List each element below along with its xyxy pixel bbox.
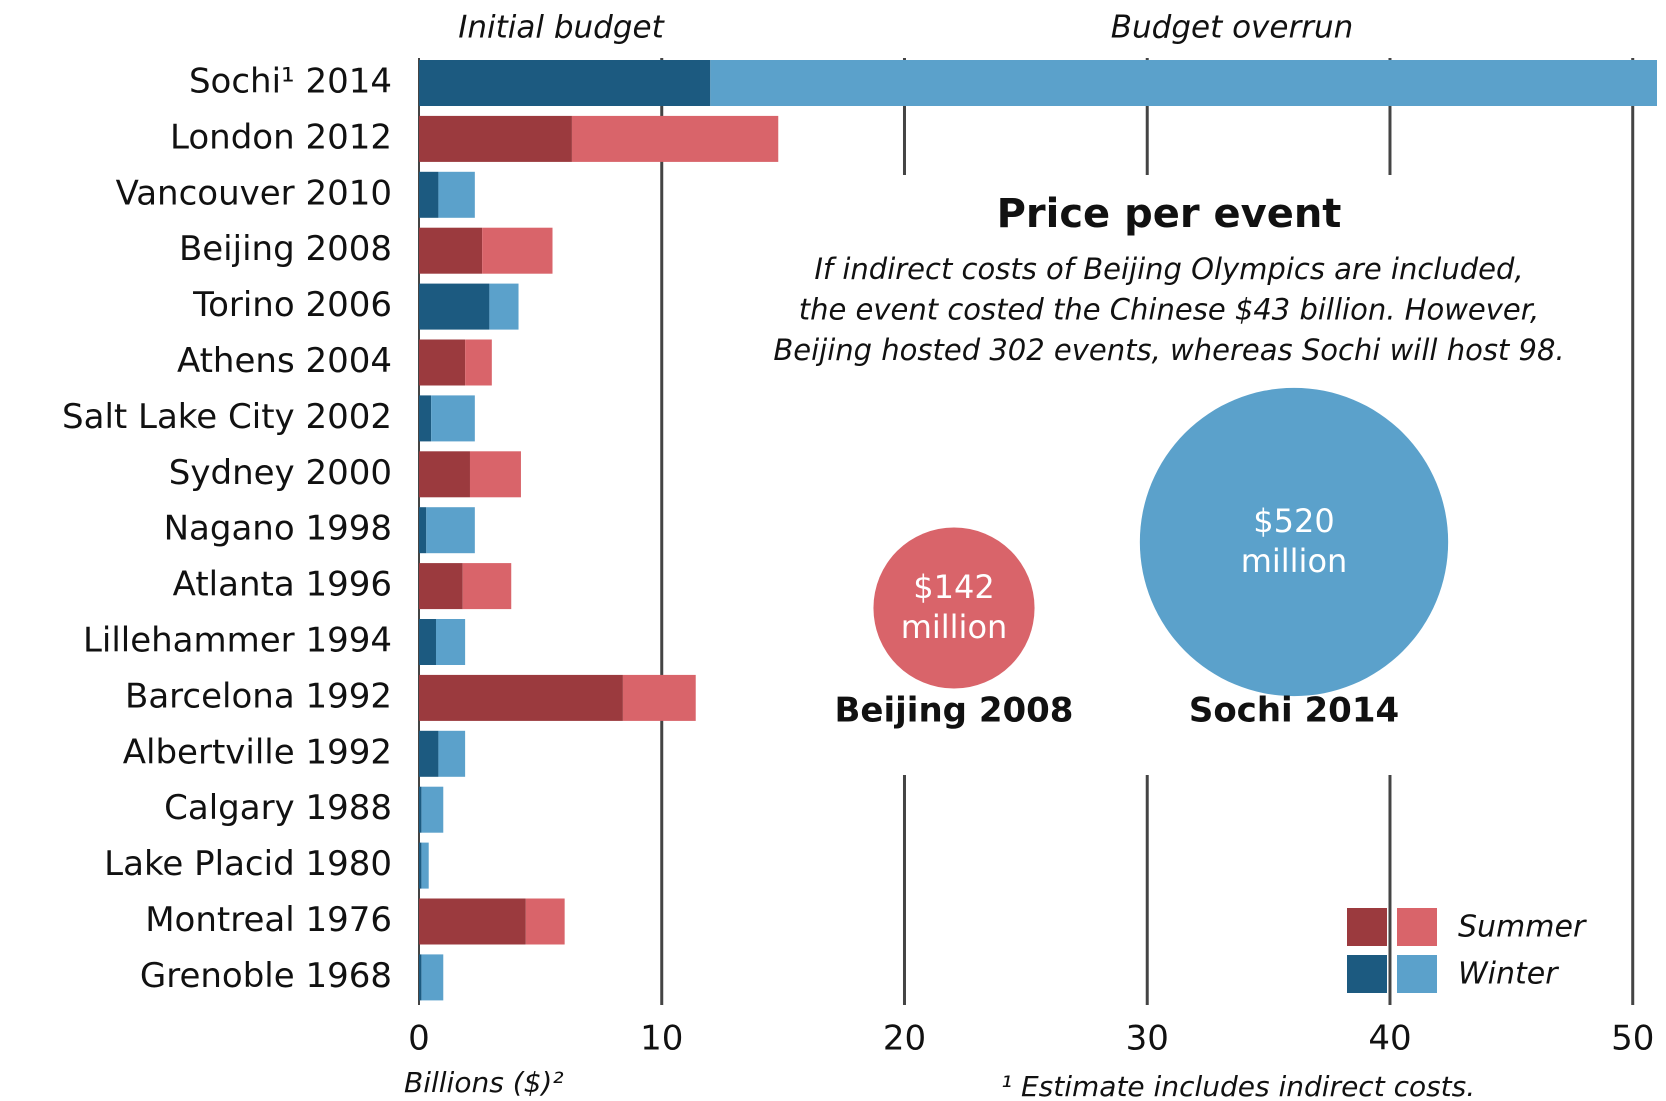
series-header: Budget overrun bbox=[1111, 10, 1354, 46]
bar-segment bbox=[421, 954, 444, 1001]
bar-segment bbox=[419, 171, 439, 218]
category-label: Sochi¹ 2014 bbox=[189, 62, 392, 102]
x-tick-label: 10 bbox=[640, 1019, 683, 1059]
bar-segment bbox=[469, 451, 521, 498]
inset-title: Price per event bbox=[997, 191, 1342, 237]
bar-segment bbox=[419, 339, 466, 386]
bar-segment bbox=[421, 786, 444, 833]
legend-label: Winter bbox=[1458, 957, 1559, 992]
category-label: Athens 2004 bbox=[177, 341, 392, 381]
x-axis-label: Billions ($)² bbox=[404, 1066, 564, 1099]
category-label: Sydney 2000 bbox=[169, 453, 392, 493]
bar-segment bbox=[571, 115, 779, 162]
bar-segment bbox=[419, 730, 439, 777]
footnote: ¹ Estimate includes indirect costs. bbox=[1001, 1070, 1475, 1101]
bar-segment bbox=[419, 786, 422, 833]
inset-text: the event costed the Chinese $43 billion… bbox=[799, 293, 1540, 327]
bar-segment bbox=[419, 674, 623, 721]
bar-segment bbox=[419, 619, 436, 665]
legend-swatch bbox=[1347, 908, 1387, 946]
category-label: Calgary 1988 bbox=[164, 788, 392, 828]
bar-segment bbox=[419, 842, 422, 889]
category-label: London 2012 bbox=[170, 117, 392, 157]
category-label: Barcelona 1992 bbox=[125, 676, 392, 716]
category-label: Salt Lake City 2002 bbox=[62, 397, 392, 437]
x-tick-label: 50 bbox=[1611, 1019, 1654, 1059]
category-label: Vancouver 2010 bbox=[116, 173, 392, 213]
category-label: Torino 2006 bbox=[192, 285, 392, 325]
legend-label: Summer bbox=[1458, 910, 1587, 945]
x-tick-label: 0 bbox=[408, 1019, 430, 1059]
bar-segment bbox=[421, 842, 429, 889]
category-label: Atlanta 1996 bbox=[173, 565, 392, 605]
bubble-label: $142 bbox=[913, 568, 994, 606]
bar-segment bbox=[431, 395, 475, 442]
bar-segment bbox=[438, 171, 475, 218]
bar-segment bbox=[419, 227, 483, 274]
bar-segment bbox=[419, 60, 711, 106]
x-tick-label: 20 bbox=[883, 1019, 926, 1059]
bubble-label: million bbox=[1241, 542, 1348, 580]
bar-segment bbox=[419, 283, 490, 330]
inset-text: Beijing hosted 302 events, whereas Sochi… bbox=[773, 333, 1564, 367]
x-tick-label: 40 bbox=[1368, 1019, 1411, 1059]
category-label: Albertville 1992 bbox=[123, 732, 392, 772]
bar-segment bbox=[419, 954, 422, 1001]
category-label: Grenoble 1968 bbox=[140, 956, 392, 996]
x-tick-label: 30 bbox=[1126, 1019, 1169, 1059]
bar-segment bbox=[419, 507, 427, 554]
bubble-label: million bbox=[901, 608, 1008, 646]
category-label: Lake Placid 1980 bbox=[104, 844, 392, 884]
bar-segment bbox=[710, 60, 1657, 106]
bar-segment bbox=[419, 563, 463, 610]
category-label: Lillehammer 1994 bbox=[83, 621, 392, 661]
bar-segment bbox=[438, 730, 466, 777]
bubble-name: Beijing 2008 bbox=[835, 691, 1074, 731]
bubble-label: $520 bbox=[1253, 502, 1334, 540]
bar-segment bbox=[419, 395, 432, 442]
legend-swatch bbox=[1347, 955, 1387, 993]
bar-segment bbox=[465, 339, 492, 386]
category-label: Nagano 1998 bbox=[164, 509, 392, 549]
series-header: Initial budget bbox=[458, 10, 665, 46]
bar-segment bbox=[426, 507, 475, 554]
legend-swatch bbox=[1397, 908, 1437, 946]
bar-segment bbox=[462, 563, 512, 610]
inset-text: If indirect costs of Beijing Olympics ar… bbox=[814, 252, 1523, 286]
bubble bbox=[873, 527, 1035, 689]
bar-segment bbox=[435, 619, 466, 665]
bar-segment bbox=[489, 283, 519, 330]
bar-segment bbox=[622, 674, 696, 721]
legend-swatch bbox=[1397, 955, 1437, 993]
bubble-name: Sochi 2014 bbox=[1189, 691, 1399, 731]
bar-segment bbox=[419, 451, 470, 498]
bubble bbox=[1139, 387, 1449, 697]
category-label: Beijing 2008 bbox=[179, 229, 392, 269]
bar-segment bbox=[419, 115, 572, 162]
bar-segment bbox=[482, 227, 553, 274]
category-label: Montreal 1976 bbox=[145, 900, 392, 940]
bar-segment bbox=[419, 898, 526, 945]
bar-segment bbox=[525, 898, 565, 945]
